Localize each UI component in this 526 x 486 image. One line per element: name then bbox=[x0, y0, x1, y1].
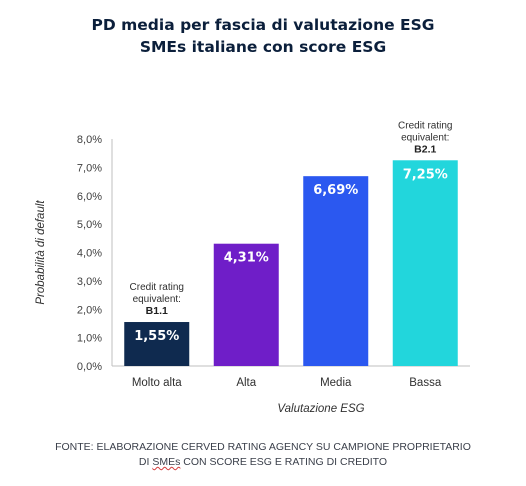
source-note: FONTE: ELABORAZIONE CERVED RATING AGENCY… bbox=[0, 440, 526, 470]
annotation-text: equivalent: bbox=[401, 132, 449, 143]
x-axis-title: Valutazione ESG bbox=[277, 403, 364, 415]
data-label: 6,69% bbox=[313, 183, 358, 198]
x-tick-label: Bassa bbox=[409, 377, 442, 389]
source-note-suffix: CON SCORE ESG E RATING DI CREDITO bbox=[180, 456, 388, 468]
x-tick-label: Media bbox=[320, 377, 352, 389]
annotation-text: Credit rating bbox=[398, 120, 452, 131]
annotation-text: equivalent: bbox=[133, 294, 181, 305]
source-note-line-2: DI SMEs CON SCORE ESG E RATING DI CREDIT… bbox=[0, 455, 526, 470]
y-tick-label: 1,0% bbox=[77, 333, 102, 345]
annotation-rating: B1.1 bbox=[146, 305, 168, 317]
annotation-text: Credit rating bbox=[130, 282, 184, 293]
y-tick-label: 7,0% bbox=[77, 162, 102, 174]
data-label: 1,55% bbox=[134, 329, 179, 344]
y-tick-label: 0,0% bbox=[77, 361, 102, 373]
chart-title-line-2: SMEs italiane con score ESG bbox=[139, 38, 387, 56]
chart-title: PD media per fascia di valutazione ESG S… bbox=[0, 14, 526, 58]
y-tick-label: 6,0% bbox=[77, 191, 102, 203]
y-tick-label: 4,0% bbox=[77, 248, 102, 260]
y-tick-label: 5,0% bbox=[77, 219, 102, 231]
x-tick-label: Molto alta bbox=[132, 377, 182, 389]
annotation-rating: B2.1 bbox=[414, 143, 436, 155]
source-note-line-1: FONTE: ELABORAZIONE CERVED RATING AGENCY… bbox=[55, 441, 471, 453]
bar-media bbox=[303, 176, 369, 366]
y-tick-label: 3,0% bbox=[77, 276, 102, 288]
bar-molto-alta bbox=[124, 322, 190, 366]
y-tick-label: 8,0% bbox=[77, 134, 102, 146]
x-tick-label: Alta bbox=[236, 377, 256, 389]
source-note-smes: SMEs bbox=[152, 456, 181, 468]
data-label: 4,31% bbox=[224, 251, 269, 266]
y-axis-title: Probabilità di default bbox=[35, 200, 47, 305]
bar-bassa bbox=[392, 160, 458, 366]
data-label: 7,25% bbox=[403, 167, 448, 182]
bar-chart: 0,0% 1,0% 2,0% 3,0% 4,0% 5,0% 6,0% 7,0% 8,0% 1,55… bbox=[35, 120, 470, 415]
source-note-prefix: DI bbox=[138, 456, 153, 468]
y-tick-label: 2,0% bbox=[77, 304, 102, 316]
chart-title-line-1: PD media per fascia di valutazione ESG bbox=[91, 16, 435, 34]
bar-alta bbox=[213, 243, 279, 366]
